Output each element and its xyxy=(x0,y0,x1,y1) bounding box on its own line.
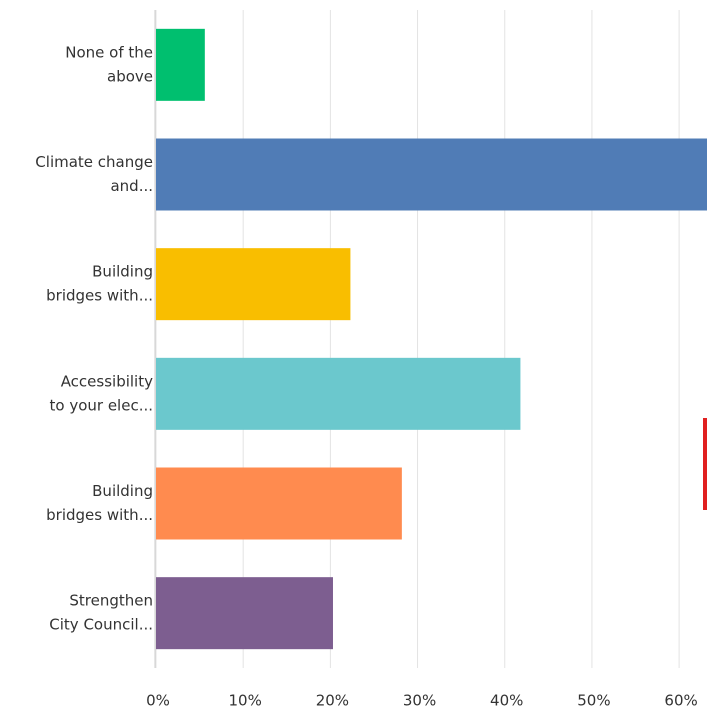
bar xyxy=(156,248,351,321)
y-tick-label: Building xyxy=(92,263,153,281)
x-tick-label: 0% xyxy=(146,692,170,710)
x-tick-label: 20% xyxy=(316,692,349,710)
y-tick-label: Accessibility xyxy=(61,372,153,390)
bar xyxy=(156,28,205,101)
y-tick-label: bridges with... xyxy=(46,287,153,305)
y-tick-label: None of the xyxy=(65,43,153,61)
bar xyxy=(156,357,521,430)
y-tick-label: and... xyxy=(110,177,153,195)
y-tick-label: City Council... xyxy=(49,616,153,634)
x-tick-label: 30% xyxy=(403,692,436,710)
y-tick-label: Climate change xyxy=(35,153,153,171)
y-tick-label: bridges with... xyxy=(46,506,153,524)
x-tick-label: 40% xyxy=(490,692,523,710)
x-tick-label: 60% xyxy=(664,692,697,710)
y-tick-label: Strengthen xyxy=(69,592,153,610)
y-tick-label: Building xyxy=(92,482,153,500)
y-tick-label: above xyxy=(107,67,153,85)
bar xyxy=(156,138,707,211)
bar xyxy=(156,577,333,650)
overlay-edge xyxy=(703,418,707,510)
x-tick-label: 50% xyxy=(577,692,610,710)
y-tick-label: to your elec... xyxy=(50,396,154,414)
x-tick-label: 10% xyxy=(229,692,262,710)
bar xyxy=(156,467,402,540)
